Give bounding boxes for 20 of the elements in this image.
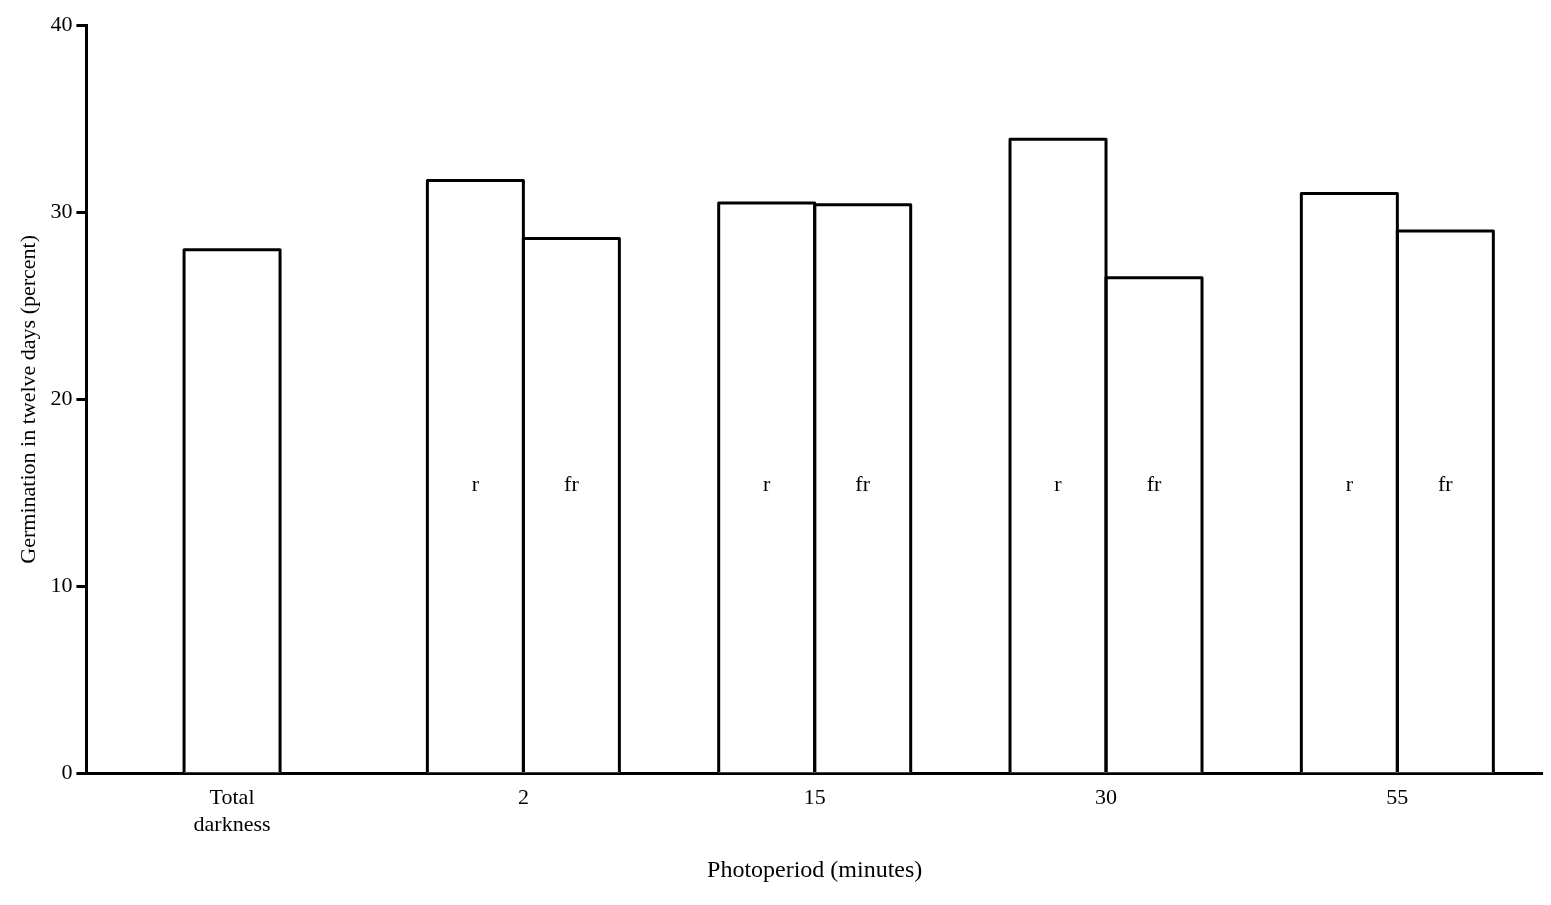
- y-tick-label: 10: [50, 572, 73, 598]
- text: r: [471, 471, 480, 497]
- x-tick-label: 55: [1386, 784, 1409, 810]
- text: fr: [1146, 471, 1162, 497]
- y-axis-title: Germination in twelve days (percent): [14, 234, 40, 564]
- series-label: fr: [564, 471, 580, 497]
- text: r: [1345, 471, 1353, 497]
- x-tick-label: 15: [803, 784, 826, 810]
- text: r: [763, 471, 771, 497]
- text: fr: [1438, 471, 1453, 497]
- y-tick-label: 40: [50, 10, 73, 36]
- x-axis-title: Photoperiod (minutes): [707, 855, 923, 882]
- series-label: r: [1054, 471, 1063, 497]
- text: fr: [855, 471, 871, 497]
- x-tick-label: 2: [517, 784, 529, 810]
- x-tick-label: Total darkness: [193, 784, 271, 836]
- y-tick-label: 30: [50, 198, 73, 224]
- y-tick-label: 20: [50, 385, 73, 411]
- x-tick-label: 30: [1095, 784, 1118, 810]
- y-tick-label: 0: [61, 759, 73, 785]
